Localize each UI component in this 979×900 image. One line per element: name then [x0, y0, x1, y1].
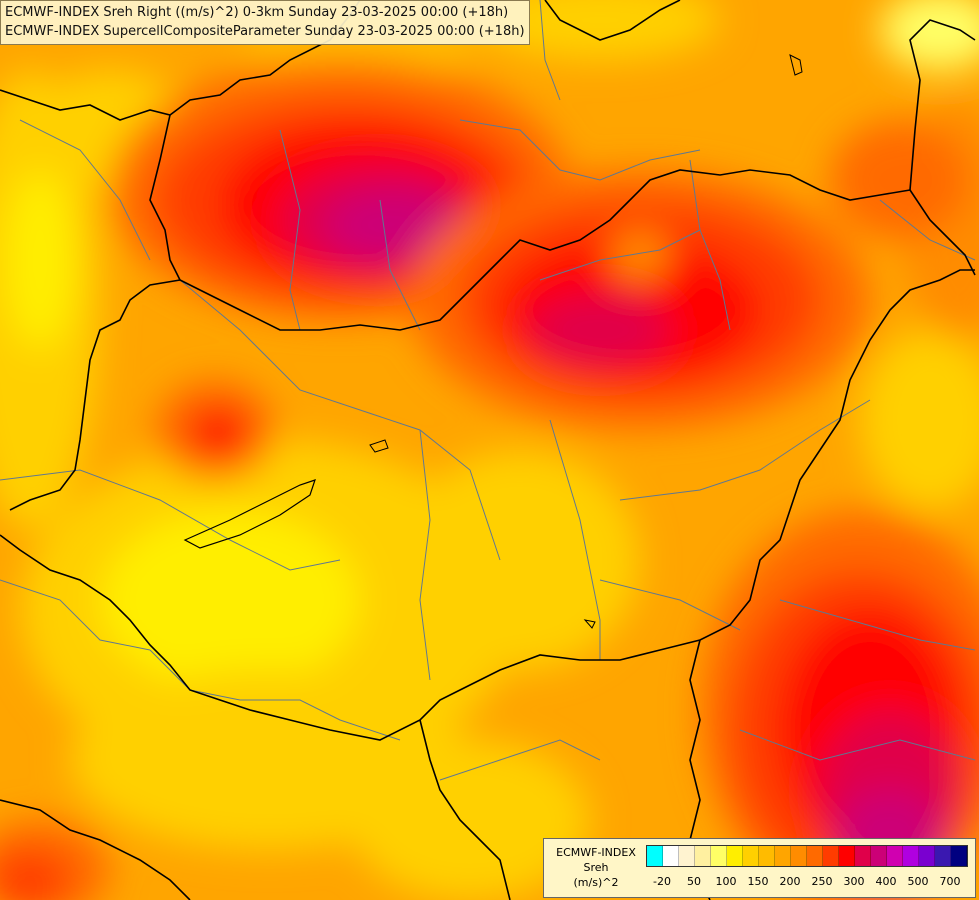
legend-tick-label: 50 [687, 875, 701, 888]
legend-title-line-2: Sreh [583, 861, 609, 874]
legend-ticks: -20 50 100 150 200 250 300 400 500 700 [646, 875, 976, 889]
lake [583, 619, 596, 629]
legend-tick-label: -20 [653, 875, 671, 888]
legend-tick-label: 500 [907, 875, 929, 888]
legend-tick-label: 100 [715, 875, 737, 888]
legend-swatch [823, 846, 839, 866]
legend-tick-label: 400 [875, 875, 897, 888]
legend-swatch [871, 846, 887, 866]
legend-tick-label: 300 [843, 875, 865, 888]
legend-swatch [711, 846, 727, 866]
legend-swatch [951, 846, 967, 866]
legend-swatch [743, 846, 759, 866]
header-line-1: ECMWF-INDEX Sreh Right ((m/s)^2) 0-3km S… [5, 5, 509, 20]
legend-swatch [759, 846, 775, 866]
legend-swatch [903, 846, 919, 866]
legend-swatch [839, 846, 855, 866]
legend-swatch [679, 846, 695, 866]
legend-tick-label: 200 [779, 875, 801, 888]
legend-tick-label: 700 [939, 875, 961, 888]
map-header: ECMWF-INDEX Sreh Right ((m/s)^2) 0-3km S… [0, 0, 530, 45]
legend-title: ECMWF-INDEX Sreh (m/s)^2 [548, 845, 644, 890]
legend-swatch [727, 846, 743, 866]
legend-swatch [855, 846, 871, 866]
legend-swatches [646, 845, 968, 867]
legend-tick-label: 250 [811, 875, 833, 888]
lake-balaton [183, 479, 316, 549]
legend-swatch [663, 846, 679, 866]
legend-swatch [791, 846, 807, 866]
legend-swatch [775, 846, 791, 866]
color-legend: ECMWF-INDEX Sreh (m/s)^2 -20 50 100 150 200 2… [543, 838, 976, 898]
legend-title-line-3: (m/s)^2 [573, 876, 619, 889]
legend-swatch [935, 846, 951, 866]
legend-swatch [887, 846, 903, 866]
legend-swatch [695, 846, 711, 866]
lake [369, 439, 389, 453]
legend-swatch [647, 846, 663, 866]
region-boundaries [0, 0, 976, 781]
legend-swatch [919, 846, 935, 866]
lake [789, 54, 803, 76]
legend-swatch [807, 846, 823, 866]
header-line-2: ECMWF-INDEX SupercellCompositeParameter … [5, 24, 525, 39]
legend-title-line-1: ECMWF-INDEX [556, 846, 636, 859]
legend-tick-label: 150 [747, 875, 769, 888]
